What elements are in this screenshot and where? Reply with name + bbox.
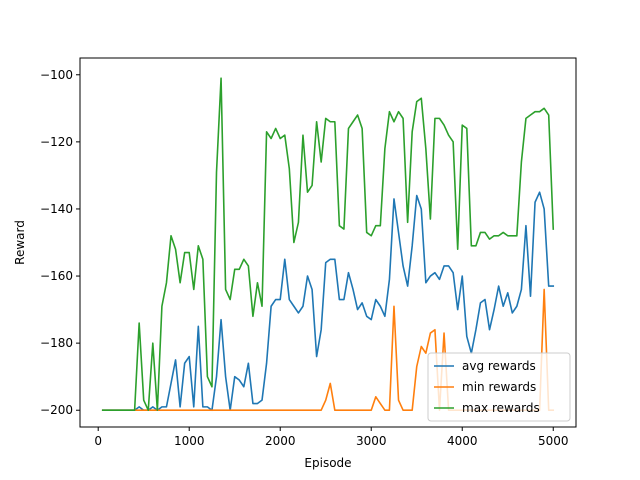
y-tick-label: −140 [40, 202, 73, 216]
x-tick-label: 0 [94, 434, 102, 448]
y-tick-label: −120 [40, 135, 73, 149]
plot-frame [79, 57, 577, 428]
x-tick-label: 4000 [447, 434, 478, 448]
y-tick-label: −160 [40, 269, 73, 283]
x-tick-label: 2000 [265, 434, 296, 448]
legend: avg rewards min rewards max rewards [427, 352, 571, 422]
y-axis-label: Reward [13, 220, 27, 265]
legend-entry: max rewards [462, 401, 540, 415]
y-tick-label: −200 [40, 403, 73, 417]
series-line-avg-rewards [101, 191, 555, 412]
x-axis-label: Episode [304, 456, 351, 470]
y-tick-label: −100 [40, 68, 73, 82]
legend-entry: avg rewards [462, 359, 536, 373]
y-tick-label: −180 [40, 336, 73, 350]
ticks-layer: 0 1000 2000 3000 4000 5000 −200 −180 −160 −140 −12… [40, 68, 568, 448]
legend-entry: min rewards [462, 380, 536, 394]
x-tick-label: 3000 [356, 434, 387, 448]
series-line-max-rewards [101, 77, 555, 412]
legend-box [427, 352, 571, 422]
x-tick-label: 5000 [538, 434, 569, 448]
x-tick-label: 1000 [174, 434, 205, 448]
